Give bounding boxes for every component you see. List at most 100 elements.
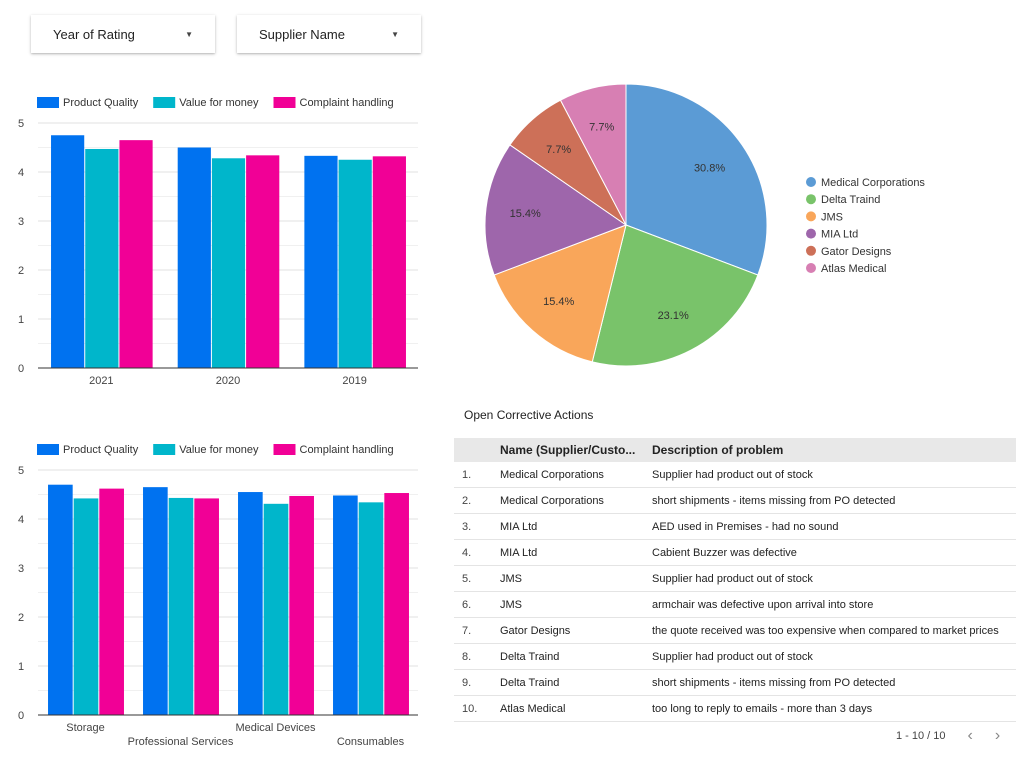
- row-number: 6.: [454, 591, 492, 618]
- bar: [119, 140, 153, 368]
- corrective-actions-table: Name (Supplier/Custo... Description of p…: [454, 438, 1016, 722]
- row-number: 10.: [454, 695, 492, 722]
- y-tick-label: 2: [18, 265, 24, 277]
- y-tick-label: 3: [18, 563, 24, 575]
- pie-slice-label: 30.8%: [694, 162, 725, 174]
- legend-marker: [806, 245, 816, 256]
- pie-slice: [493, 224, 627, 363]
- table-header-row: Name (Supplier/Custo... Description of p…: [454, 438, 1016, 462]
- bar: [211, 158, 246, 368]
- y-tick-label: 0: [18, 363, 24, 375]
- row-number: 4.: [454, 539, 492, 566]
- legend-label: MIA Ltd: [821, 229, 858, 241]
- header-name[interactable]: Name (Supplier/Custo...: [492, 438, 644, 462]
- bar: [333, 495, 358, 715]
- legend-swatch: [37, 97, 59, 108]
- table-row[interactable]: 4. MIA Ltd Cabient Buzzer was defective: [454, 539, 1016, 566]
- legend-label: Delta Traind: [821, 194, 880, 206]
- y-tick-label: 5: [18, 118, 24, 130]
- header-description[interactable]: Description of problem: [644, 438, 1016, 462]
- y-tick-label: 0: [18, 710, 24, 722]
- table-row[interactable]: 5. JMS Supplier had product out of stock: [454, 565, 1016, 592]
- supplier-name-cell: JMS: [492, 591, 644, 618]
- pie-slice: [484, 144, 628, 276]
- bar: [384, 493, 409, 715]
- problem-description-cell: armchair was defective upon arrival into…: [644, 591, 1016, 618]
- supplier-name-cell: Delta Traind: [492, 669, 644, 696]
- row-number: 1.: [454, 462, 492, 488]
- legend-marker: [806, 194, 816, 205]
- x-tick-label: Medical Devices: [235, 722, 316, 734]
- x-tick-label: 2020: [216, 375, 240, 387]
- legend-label: Value for money: [179, 97, 259, 109]
- bar: [304, 155, 338, 368]
- y-tick-label: 5: [18, 465, 24, 477]
- legend-label: Product Quality: [63, 444, 139, 456]
- supplier-share-pie-chart: 30.8% 23.1% 15.4% 15.4% 7.7% 7.7% Medical Corp…: [484, 83, 925, 367]
- y-tick-label: 4: [18, 167, 24, 179]
- legend-label: Medical Corporations: [821, 177, 925, 189]
- year-of-rating-label: Year of Rating: [53, 26, 135, 42]
- legend-swatch: [153, 97, 176, 108]
- table-row[interactable]: 6. JMS armchair was defective upon arrival…: [454, 591, 1016, 618]
- legend-swatch: [273, 444, 296, 455]
- table-row[interactable]: 7. Gator Designs the quote received was to…: [454, 617, 1016, 644]
- pie-slice: [625, 83, 768, 276]
- bar: [177, 147, 211, 368]
- legend-swatch: [273, 97, 296, 108]
- supplier-name-label: Supplier Name: [259, 26, 345, 42]
- problem-description-cell: the quote received was too expensive whe…: [644, 617, 1016, 644]
- bar: [51, 135, 85, 368]
- supplier-name-cell: Atlas Medical: [492, 695, 644, 722]
- pie-slice-label: 15.4%: [543, 296, 574, 308]
- table-row[interactable]: 3. MIA Ltd AED used in Premises - had no s…: [454, 513, 1016, 540]
- table-pagination: 1 - 10 / 10 ‹ ›: [880, 726, 1016, 746]
- problem-description-cell: short shipments - items missing from PO …: [644, 669, 1016, 696]
- bar: [238, 492, 263, 715]
- x-tick-label: Storage: [66, 722, 105, 734]
- legend-swatch: [37, 444, 59, 455]
- pie-slice-label: 7.7%: [589, 121, 614, 133]
- chevron-right-icon[interactable]: ›: [994, 727, 1001, 744]
- problem-description-cell: too long to reply to emails - more than …: [644, 695, 1016, 722]
- bar: [194, 498, 219, 715]
- legend-label: Product Quality: [63, 97, 139, 109]
- supplier-name-cell: JMS: [492, 565, 644, 592]
- y-tick-label: 4: [18, 514, 24, 526]
- table-row[interactable]: 10. Atlas Medical too long to reply to ema…: [454, 695, 1016, 722]
- row-number: 8.: [454, 643, 492, 670]
- bar: [143, 487, 168, 715]
- legend-label: Atlas Medical: [821, 263, 886, 275]
- header-index: [454, 438, 492, 462]
- x-tick-label: Consumables: [337, 736, 405, 748]
- row-number: 2.: [454, 487, 492, 514]
- table-row[interactable]: 2. Medical Corporations short shipments - …: [454, 487, 1016, 514]
- legend-label: Complaint handling: [300, 444, 394, 456]
- x-tick-label: 2021: [89, 375, 113, 387]
- bar: [48, 484, 73, 715]
- pie-slice-label: 15.4%: [510, 208, 541, 220]
- supplier-name-cell: Gator Designs: [492, 617, 644, 644]
- legend-marker: [806, 211, 816, 222]
- year-of-rating-filter[interactable]: Year of Rating ▼: [31, 15, 215, 53]
- dropdown-caret-icon: ▼: [391, 29, 399, 39]
- chevron-left-icon[interactable]: ‹: [967, 727, 973, 744]
- bar: [99, 488, 124, 715]
- supplier-name-filter[interactable]: Supplier Name ▼: [237, 15, 421, 53]
- pie-slice-label: 7.7%: [546, 144, 571, 156]
- supplier-name-cell: MIA Ltd: [492, 539, 644, 566]
- bar: [289, 495, 314, 715]
- row-number: 9.: [454, 669, 492, 696]
- table-row[interactable]: 1. Medical Corporations Supplier had produ…: [454, 462, 1016, 488]
- legend-label: Complaint handling: [300, 97, 394, 109]
- dropdown-caret-icon: ▼: [185, 29, 193, 39]
- ratings-by-category-chart: Product Quality Value for money Complaint …: [18, 444, 418, 748]
- pie-slice-label: 23.1%: [658, 310, 689, 322]
- legend-marker: [806, 228, 816, 239]
- table-row[interactable]: 8. Delta Traind Supplier had product out o…: [454, 643, 1016, 670]
- bar: [246, 155, 280, 368]
- pie-slice: [591, 224, 759, 367]
- y-tick-label: 3: [18, 216, 24, 228]
- table-title: Open Corrective Actions: [464, 408, 594, 422]
- table-row[interactable]: 9. Delta Traind short shipments - items mi…: [454, 669, 1016, 696]
